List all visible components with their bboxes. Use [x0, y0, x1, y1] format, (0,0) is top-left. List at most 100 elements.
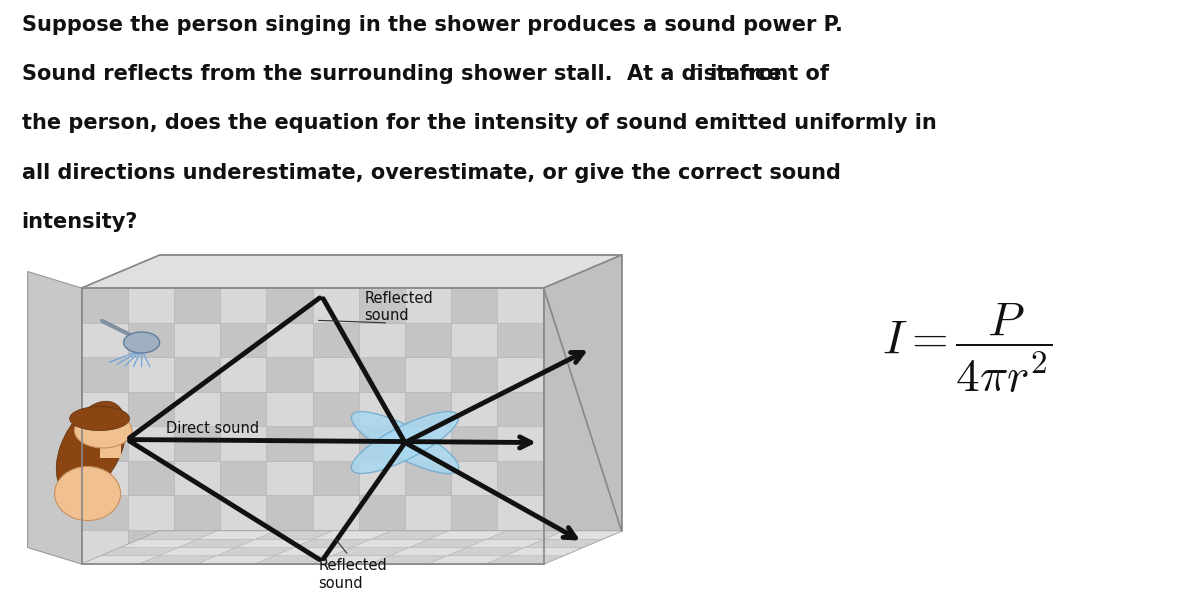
Bar: [174, 529, 221, 564]
Bar: [82, 288, 128, 323]
Bar: [498, 529, 544, 564]
Polygon shape: [487, 531, 564, 539]
Bar: [451, 426, 498, 461]
Bar: [406, 323, 451, 357]
Bar: [451, 323, 498, 357]
Bar: [100, 434, 121, 458]
Bar: [128, 391, 174, 426]
Bar: [359, 426, 406, 461]
Bar: [221, 323, 266, 357]
Bar: [221, 288, 266, 323]
Text: Direct sound: Direct sound: [166, 421, 259, 436]
Bar: [451, 529, 498, 564]
Polygon shape: [352, 539, 428, 547]
Polygon shape: [544, 255, 622, 564]
Bar: [82, 529, 128, 564]
Polygon shape: [82, 556, 158, 564]
Polygon shape: [312, 556, 390, 564]
Polygon shape: [428, 556, 505, 564]
Bar: [359, 357, 406, 391]
Polygon shape: [505, 547, 583, 556]
Polygon shape: [275, 547, 352, 556]
Bar: [312, 391, 359, 426]
Bar: [498, 323, 544, 357]
Polygon shape: [198, 531, 275, 539]
Bar: [498, 426, 544, 461]
Bar: [406, 357, 451, 391]
Bar: [128, 529, 174, 564]
Ellipse shape: [56, 401, 126, 496]
Bar: [174, 357, 221, 391]
Bar: [312, 529, 359, 564]
Bar: [266, 323, 312, 357]
Bar: [174, 391, 221, 426]
Polygon shape: [158, 547, 236, 556]
Bar: [498, 357, 544, 391]
Ellipse shape: [352, 412, 458, 473]
Polygon shape: [448, 547, 524, 556]
Bar: [266, 529, 312, 564]
Bar: [82, 461, 128, 495]
Polygon shape: [197, 556, 275, 564]
Bar: [451, 357, 498, 391]
Polygon shape: [545, 531, 622, 539]
Polygon shape: [294, 539, 371, 547]
Bar: [406, 391, 451, 426]
Bar: [359, 391, 406, 426]
Bar: [312, 357, 359, 391]
Text: Suppose the person singing in the shower produces a sound power P.: Suppose the person singing in the shower…: [22, 15, 842, 35]
Bar: [128, 357, 174, 391]
Bar: [221, 529, 266, 564]
Text: $r$: $r$: [689, 64, 700, 84]
Bar: [174, 461, 221, 495]
Bar: [128, 495, 174, 529]
Bar: [128, 288, 174, 323]
Text: Reflected
sound: Reflected sound: [319, 559, 388, 591]
Bar: [406, 529, 451, 564]
Bar: [451, 461, 498, 495]
Bar: [406, 461, 451, 495]
Bar: [312, 495, 359, 529]
Bar: [82, 426, 128, 461]
Bar: [82, 495, 128, 529]
Bar: [82, 357, 128, 391]
Polygon shape: [409, 539, 487, 547]
Bar: [128, 426, 174, 461]
Polygon shape: [140, 531, 217, 539]
Polygon shape: [121, 539, 198, 547]
Bar: [221, 426, 266, 461]
Bar: [82, 323, 128, 357]
Polygon shape: [486, 556, 563, 564]
Polygon shape: [28, 271, 82, 564]
Bar: [174, 288, 221, 323]
Text: in front of: in front of: [703, 64, 829, 84]
Bar: [312, 461, 359, 495]
Bar: [128, 461, 174, 495]
Polygon shape: [82, 288, 544, 564]
Bar: [174, 323, 221, 357]
Polygon shape: [101, 547, 179, 556]
Polygon shape: [236, 539, 313, 547]
Bar: [359, 529, 406, 564]
Text: intensity?: intensity?: [22, 212, 138, 232]
Text: the person, does the equation for the intensity of sound emitted uniformly in: the person, does the equation for the in…: [22, 113, 936, 133]
Polygon shape: [524, 539, 602, 547]
Bar: [406, 288, 451, 323]
Bar: [266, 461, 312, 495]
Text: Reflected
sound: Reflected sound: [365, 290, 433, 323]
Bar: [451, 495, 498, 529]
Bar: [498, 288, 544, 323]
Polygon shape: [254, 556, 332, 564]
Bar: [451, 288, 498, 323]
Polygon shape: [390, 547, 467, 556]
Bar: [359, 288, 406, 323]
Bar: [82, 391, 128, 426]
Polygon shape: [371, 556, 448, 564]
Text: Sound reflects from the surrounding shower stall.  At a distance: Sound reflects from the surrounding show…: [22, 64, 788, 84]
Polygon shape: [216, 547, 294, 556]
Bar: [359, 323, 406, 357]
Bar: [221, 391, 266, 426]
Bar: [359, 461, 406, 495]
Polygon shape: [428, 531, 506, 539]
Bar: [312, 288, 359, 323]
